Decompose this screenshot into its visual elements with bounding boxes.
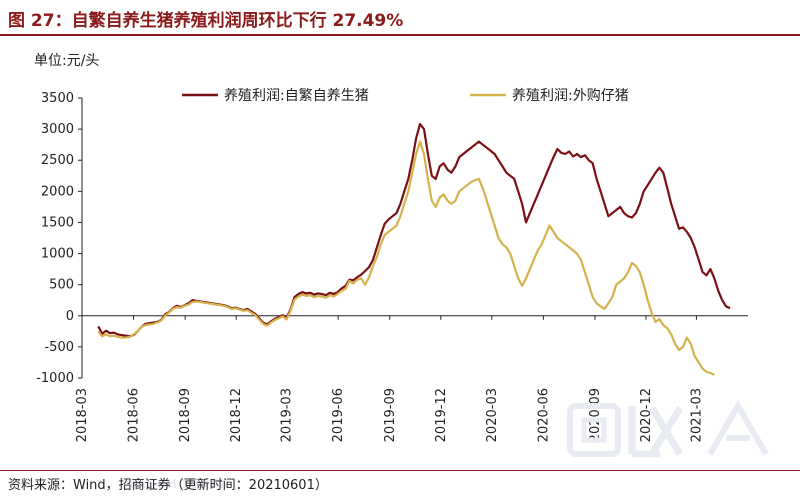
y-tick-label: -500	[44, 340, 74, 355]
chart-series	[97, 123, 731, 376]
chart-axes: 3500300025002000150010005000-500-1000201…	[36, 91, 748, 442]
y-tick-label: 0	[66, 309, 74, 324]
y-tick-label: 1500	[41, 215, 74, 230]
x-tick-label: 2019-12	[434, 388, 449, 442]
figure-title: 图 27：自繁自养生猪养殖利润周环比下行 27.49%	[8, 11, 404, 31]
x-tick-label: 2019-03	[280, 388, 295, 442]
footer-divider	[0, 470, 800, 471]
x-tick-label: 2020-06	[536, 388, 551, 442]
unit-label: 单位:元/头	[34, 53, 100, 69]
series-line-2	[97, 140, 715, 376]
y-tick-label: -1000	[36, 371, 74, 386]
x-tick-label: 2019-09	[383, 388, 398, 442]
x-tick-label: 2021-03	[689, 388, 704, 442]
x-tick-label: 2020-03	[485, 388, 500, 442]
x-tick-label: 2018-06	[127, 388, 142, 442]
x-tick-label: 2019-06	[331, 388, 346, 442]
y-tick-label: 500	[49, 278, 74, 293]
title-divider	[0, 34, 800, 36]
watermark-text: HUISHOUREN	[130, 477, 231, 491]
x-tick-label: 2020-12	[639, 388, 654, 442]
legend-label-1: 养殖利润:自繁自养生猪	[224, 87, 369, 104]
legend-label-2: 养殖利润:外购仔猪	[512, 87, 629, 104]
watermark-logo	[567, 400, 769, 458]
y-tick-label: 3000	[41, 122, 74, 137]
y-tick-label: 1000	[41, 247, 74, 262]
x-tick-label: 2020-09	[588, 388, 603, 442]
y-tick-label: 2000	[41, 184, 74, 199]
x-tick-label: 2018-09	[178, 388, 193, 442]
source-note: 资料来源：Wind，招商证券（更新时间：20210601）	[8, 478, 328, 493]
chart-legend: 养殖利润:自繁自养生猪 养殖利润:外购仔猪	[182, 87, 629, 104]
y-tick-label: 3500	[41, 91, 74, 106]
x-tick-label: 2018-03	[75, 388, 90, 442]
y-tick-label: 2500	[41, 153, 74, 168]
x-tick-label: 2018-12	[229, 388, 244, 442]
series-line-1	[97, 123, 731, 338]
